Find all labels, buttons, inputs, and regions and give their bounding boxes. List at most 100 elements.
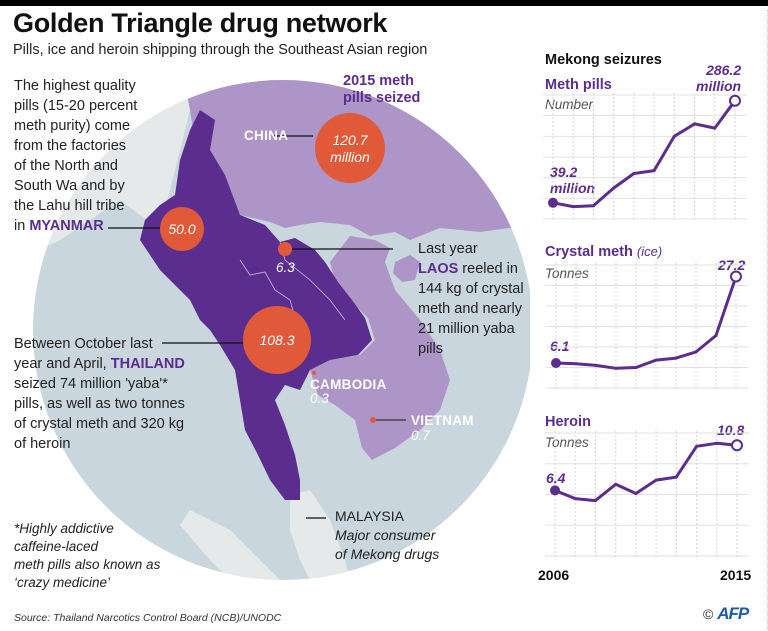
data-point-end <box>731 439 743 452</box>
legend-title-line: pills seized <box>343 90 421 106</box>
value-thailand: 108.3 <box>259 332 295 348</box>
top-bar <box>0 0 768 6</box>
value-china: 120.7 million <box>315 132 385 166</box>
footnote-line: caffeine-laced <box>14 539 99 554</box>
footnote-line: *Highly addictive <box>14 521 114 536</box>
data-point <box>654 358 658 362</box>
annotation-line: of heroin <box>14 436 71 452</box>
annotation-text: reeled in <box>458 261 518 277</box>
legend-title-line: 2015 meth <box>343 73 414 89</box>
bubble-myanmar <box>160 207 204 251</box>
value-vietnam: 0.7 <box>411 428 430 443</box>
map <box>33 80 530 580</box>
chart-title-crystal-meth: Crystal meth (ice) <box>545 244 662 260</box>
annotation-text: in <box>14 218 30 234</box>
data-point-end <box>729 94 741 107</box>
source-note: Source: Thailand Narcotics Control Board… <box>14 612 282 624</box>
data-point <box>713 126 717 130</box>
data-point <box>591 204 595 208</box>
label-line: million <box>696 78 742 94</box>
data-point <box>573 497 577 501</box>
credit: © AFP <box>703 604 749 624</box>
annotation-myanmar: The highest quality pills (15-20 percent… <box>14 76 137 236</box>
data-point <box>652 169 656 173</box>
bubble-china <box>315 113 385 183</box>
series-line-heroin <box>554 441 738 503</box>
x-axis-label-start: 2006 <box>538 567 570 583</box>
value-cambodia: 0.3 <box>310 391 329 406</box>
data-point <box>674 356 678 360</box>
region-myanmar-laos-thailand <box>140 110 372 500</box>
annotation-line: meth and nearly <box>418 301 522 317</box>
data-point <box>715 441 719 445</box>
annotation-line: in MYANMAR <box>14 216 137 236</box>
label-china: CHINA <box>244 128 289 143</box>
data-point <box>571 205 575 209</box>
annotation-line: year and April, THAILAND <box>14 354 185 374</box>
chart-crystal-meth <box>546 263 748 390</box>
data-label-first-meth-pills: 39.2 million <box>550 164 595 196</box>
annotation-line: South Wa and by <box>14 178 125 194</box>
data-point-end <box>730 270 742 283</box>
annotation-line: pills <box>418 341 443 357</box>
label-vietnam: VIETNAM <box>411 413 474 428</box>
annotation-line: meth purity) come <box>14 118 131 134</box>
label-line: million <box>550 180 596 196</box>
data-point <box>574 362 578 366</box>
data-label-last-heroin: 10.8 <box>717 422 745 438</box>
annotation-line: LAOS reeled in <box>418 259 524 279</box>
data-label-first-crystal-meth: 6.1 <box>550 338 570 354</box>
chart-unit-heroin: Tonnes <box>545 435 589 450</box>
annotation-line: of crystal meth and 320 kg <box>14 416 185 432</box>
annotation-line: Between October last <box>14 336 153 352</box>
page-title: Golden Triangle drug network <box>13 8 388 38</box>
data-label-last-meth-pills: 286.2 million <box>696 62 741 94</box>
label-malaysia: MALAYSIA <box>335 508 404 524</box>
data-point <box>632 172 636 176</box>
chart-title-text: Crystal meth <box>545 244 633 260</box>
data-point <box>594 363 598 367</box>
chart-title-note: (ice) <box>636 244 663 259</box>
series-line-meth-pills <box>552 99 737 209</box>
value-number: 120.7 <box>332 132 368 148</box>
data-point <box>614 482 618 486</box>
x-axis-label-end: 2015 <box>720 567 752 583</box>
map-legend-title: 2015 meth pills seized <box>343 73 420 107</box>
data-point-start <box>550 485 560 496</box>
chart-heroin <box>545 431 749 558</box>
bubble-thailand <box>243 306 311 374</box>
data-point <box>714 334 718 338</box>
page-subtitle: Pills, ice and heroin shipping through t… <box>13 42 428 58</box>
annotation-line: The highest quality <box>14 78 136 94</box>
land-sumatra <box>180 510 300 580</box>
data-point <box>634 491 638 495</box>
label-line: 286.2 <box>706 62 742 78</box>
highlight-myanmar: MYANMAR <box>29 218 104 234</box>
data-point-start <box>548 197 558 208</box>
data-point <box>674 475 678 479</box>
annotation-line: seized 74 million 'yaba'* <box>14 376 168 392</box>
annotation-line: pills, as well as two tonnes <box>14 396 185 412</box>
chart-title-heroin: Heroin <box>545 414 591 430</box>
footnote: *Highly addictive caffeine-laced meth pi… <box>14 520 160 592</box>
border-lines <box>239 259 301 336</box>
annotation-line: 144 kg of crystal <box>418 281 524 297</box>
label-line: 39.2 <box>550 164 578 180</box>
value-myanmar: 50.0 <box>168 221 196 237</box>
annotation-line: 21 million yaba <box>418 321 515 337</box>
data-point <box>614 366 618 370</box>
annotation-laos: Last year LAOS reeled in 144 kg of cryst… <box>418 239 524 359</box>
chart-title-text: Heroin <box>545 414 591 430</box>
bubble-laos <box>278 242 292 256</box>
value-unit: million <box>330 149 370 165</box>
series-line-crystal-meth <box>555 276 738 370</box>
bubble-vietnam <box>370 417 376 423</box>
annotation-line: the Lahu hill tribe <box>14 198 125 214</box>
data-point <box>634 366 638 369</box>
annotation-line: of the North and <box>14 158 118 174</box>
chart-unit-crystal-meth: Tonnes <box>545 266 589 281</box>
annotation-malaysia: MALAYSIA Major consumer of Mekong drugs <box>335 507 439 564</box>
highlight-laos: LAOS <box>418 261 459 277</box>
chart-title-meth-pills: Meth pills <box>545 77 612 93</box>
